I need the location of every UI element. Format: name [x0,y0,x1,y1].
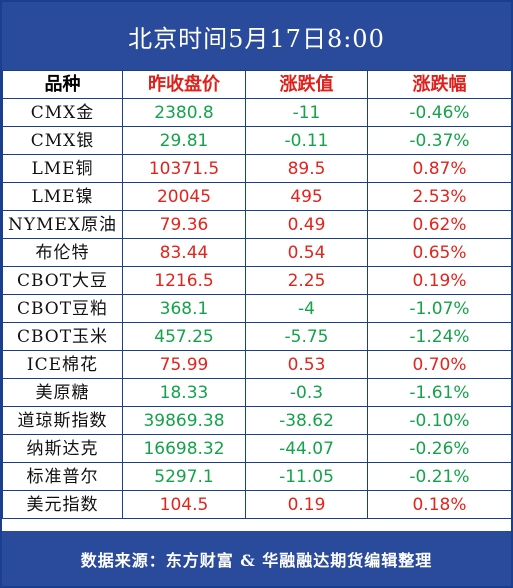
cell-name: 布伦特 [2,238,123,267]
table-row: CMX银 29.81 -0.11 -0.37% [2,126,512,155]
cell-price: 104.5 [122,490,246,519]
table-row: CBOT豆粕 368.1 -4 -1.07% [2,294,512,323]
table-row: 纳斯达克 16698.32 -44.07 -0.26% [2,434,512,463]
cell-change: -5.75 [245,322,368,351]
cell-name: LME铜 [2,154,123,183]
cell-price: 20045 [122,182,246,211]
header-price: 昨收盘价 [122,70,246,99]
table-row: LME镍 20045 495 2.53% [2,182,512,211]
cell-name: 道琼斯指数 [2,406,123,435]
cell-name: CBOT豆粕 [2,294,123,323]
table-header-row: 品种 昨收盘价 涨跌值 涨跌幅 [2,70,512,99]
table-row: 布伦特 83.44 0.54 0.65% [2,238,512,267]
cell-price: 75.99 [122,350,246,379]
cell-name: 纳斯达克 [2,434,123,463]
cell-price: 457.25 [122,322,246,351]
cell-price: 10371.5 [122,154,246,183]
cell-pct: 0.18% [367,490,512,519]
cell-name: CBOT大豆 [2,266,123,295]
table-row: CBOT大豆 1216.5 2.25 0.19% [2,266,512,295]
cell-change: 0.53 [245,350,368,379]
cell-pct: -0.37% [367,126,512,155]
source-footer: 数据来源：东方财富 & 华融融达期货编辑整理 [2,531,511,586]
table-row: 道琼斯指数 39869.38 -38.62 -0.10% [2,406,512,435]
cell-price: 29.81 [122,126,246,155]
cell-pct: 0.62% [367,210,512,239]
table-body: CMX金 2380.8 -11 -0.46% CMX银 29.81 -0.11 -0.37% L… [2,98,512,519]
cell-price: 83.44 [122,238,246,267]
cell-pct: 0.70% [367,350,512,379]
cell-name: CMX金 [2,98,123,127]
cell-price: 79.36 [122,210,246,239]
cell-name: 美原糖 [2,378,123,407]
cell-change: 2.25 [245,266,368,295]
cell-change: 0.49 [245,210,368,239]
quote-table: 品种 昨收盘价 涨跌值 涨跌幅 CMX金 2380.8 -11 -0.46% CMX银 2… [2,70,512,519]
cell-name: 美元指数 [2,490,123,519]
table-row: 美原糖 18.33 -0.3 -1.61% [2,378,512,407]
cell-pct: 0.19% [367,266,512,295]
cell-price: 1216.5 [122,266,246,295]
header-change: 涨跌值 [245,70,368,99]
cell-name: LME镍 [2,182,123,211]
cell-price: 5297.1 [122,462,246,491]
cell-price: 368.1 [122,294,246,323]
cell-pct: 0.65% [367,238,512,267]
table-row: 标准普尔 5297.1 -11.05 -0.21% [2,462,512,491]
cell-pct: -1.61% [367,378,512,407]
cell-name: 标准普尔 [2,462,123,491]
table-row: NYMEX原油 79.36 0.49 0.62% [2,210,512,239]
cell-change: 89.5 [245,154,368,183]
cell-change: -0.3 [245,378,368,407]
cell-pct: -1.24% [367,322,512,351]
cell-change: 495 [245,182,368,211]
cell-pct: -0.10% [367,406,512,435]
cell-name: CBOT玉米 [2,322,123,351]
cell-pct: 2.53% [367,182,512,211]
cell-change: -38.62 [245,406,368,435]
cell-pct: -1.07% [367,294,512,323]
table-row: CBOT玉米 457.25 -5.75 -1.24% [2,322,512,351]
cell-pct: 0.87% [367,154,512,183]
header-name: 品种 [2,70,123,99]
cell-pct: -0.21% [367,462,512,491]
table-row: LME铜 10371.5 89.5 0.87% [2,154,512,183]
cell-change: 0.19 [245,490,368,519]
cell-price: 39869.38 [122,406,246,435]
table-row: ICE棉花 75.99 0.53 0.70% [2,350,512,379]
table-row: 美元指数 104.5 0.19 0.18% [2,490,512,519]
cell-pct: -0.46% [367,98,512,127]
cell-change: 0.54 [245,238,368,267]
cell-name: NYMEX原油 [2,210,123,239]
header-pct: 涨跌幅 [367,70,512,99]
cell-name: CMX银 [2,126,123,155]
cell-change: -44.07 [245,434,368,463]
cell-change: -4 [245,294,368,323]
cell-price: 2380.8 [122,98,246,127]
cell-price: 18.33 [122,378,246,407]
cell-name: ICE棉花 [2,350,123,379]
cell-price: 16698.32 [122,434,246,463]
cell-change: -11.05 [245,462,368,491]
cell-pct: -0.26% [367,434,512,463]
page-title: 北京时间5月17日8:00 [2,2,511,70]
table-row: CMX金 2380.8 -11 -0.46% [2,98,512,127]
cell-change: -0.11 [245,126,368,155]
cell-change: -11 [245,98,368,127]
